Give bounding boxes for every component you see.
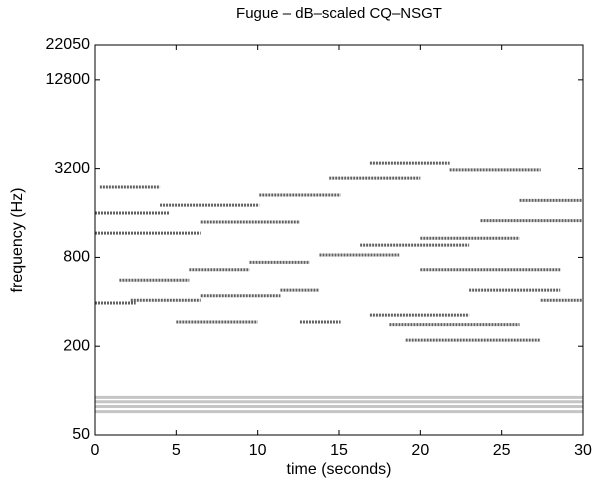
y-tick-label: 12800 — [46, 71, 91, 88]
y-tick-label: 50 — [72, 426, 90, 443]
y-tick-label: 22050 — [46, 36, 91, 53]
y-tick-label: 800 — [63, 249, 90, 266]
x-axis-label: time (seconds) — [287, 461, 392, 478]
x-tick-label: 5 — [172, 442, 181, 459]
x-tick-label: 0 — [91, 442, 100, 459]
x-tick-label: 10 — [249, 442, 267, 459]
x-tick-label: 20 — [411, 442, 429, 459]
y-tick-label: 3200 — [54, 160, 90, 177]
chart-title: Fugue – dB–scaled CQ–NSGT — [236, 5, 442, 22]
x-tick-label: 25 — [493, 442, 511, 459]
y-axis-label: frequency (Hz) — [9, 188, 26, 293]
plot-area — [95, 45, 583, 435]
y-tick-label: 200 — [63, 337, 90, 354]
x-tick-label: 30 — [574, 442, 592, 459]
x-tick-label: 15 — [330, 442, 348, 459]
